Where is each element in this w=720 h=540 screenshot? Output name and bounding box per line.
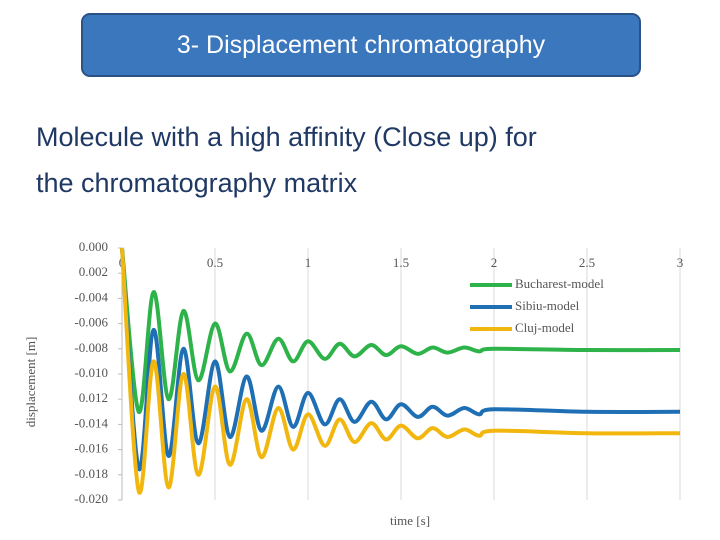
legend-label: Cluj-model	[515, 320, 575, 335]
y-tick-label: 0.000	[79, 239, 108, 254]
x-tick-label: 2	[491, 255, 498, 270]
series-line	[120, 247, 681, 472]
x-tick-label: 1.5	[393, 255, 409, 270]
y-tick-label: -0.004	[74, 289, 108, 304]
y-tick-label: 0.012	[79, 390, 108, 405]
y-tick-label: 0.002	[79, 264, 108, 279]
legend-label: Bucharest-model	[515, 276, 604, 291]
y-axis-label: displacement [m]	[23, 337, 38, 428]
x-tick-label: 1	[305, 255, 312, 270]
y-tick-label: -0.018	[74, 466, 108, 481]
series-line	[120, 247, 681, 495]
subtitle-line: the chromatography matrix	[36, 168, 358, 198]
subtitle-line: Molecule with a high affinity (Close up)…	[36, 122, 537, 152]
y-tick-label: -0.016	[74, 441, 108, 456]
series-line	[120, 247, 681, 414]
y-tick-label: -0.014	[74, 415, 108, 430]
y-tick-label: -0.008	[74, 340, 108, 355]
legend-label: Sibiu-model	[515, 298, 580, 313]
y-tick-label: -0.020	[74, 491, 108, 506]
slide-title: 3- Displacement chromatography	[81, 13, 641, 77]
x-tick-label: 2.5	[579, 255, 595, 270]
y-tick-label: -0.006	[74, 315, 108, 330]
y-tick-label: -0.010	[74, 365, 108, 380]
x-tick-label: 0.5	[207, 255, 223, 270]
x-tick-label: 3	[677, 255, 684, 270]
x-axis-label: time [s]	[390, 513, 430, 528]
